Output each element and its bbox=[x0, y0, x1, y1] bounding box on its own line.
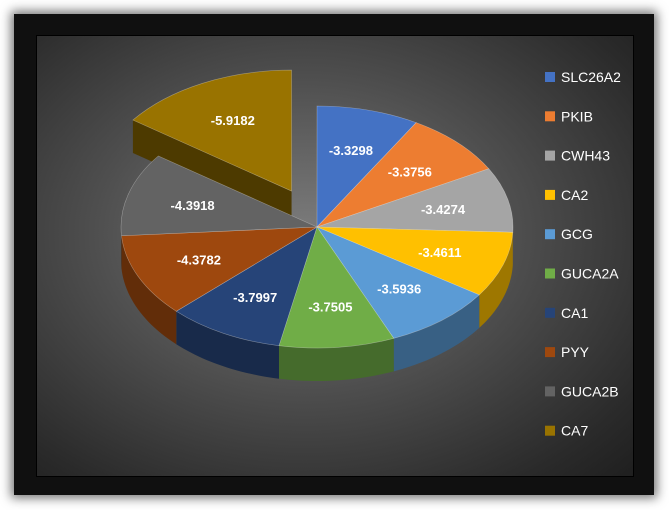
slice-side-ca2 bbox=[479, 232, 513, 328]
pie-chart: -3.3298 -3.3756 -3.4274 -3.4611 -3.5936 -3.75… bbox=[120, 69, 621, 439]
data-label-cwh43: -3.4274 bbox=[421, 202, 466, 217]
legend-label-gcg: GCG bbox=[561, 226, 593, 242]
data-label-ca2: -3.4611 bbox=[418, 245, 461, 260]
legend-label-ca2: CA2 bbox=[561, 187, 588, 203]
legend-swatch-guca2b bbox=[545, 386, 555, 397]
legend-swatch-guca2a bbox=[545, 268, 555, 279]
slice-ca2 bbox=[316, 226, 514, 296]
slice-side-ca1 bbox=[176, 311, 279, 379]
legend-label-cwh43: CWH43 bbox=[561, 148, 610, 164]
legend-swatch-pyy bbox=[545, 347, 555, 358]
data-label-guca2a: -3.7505 bbox=[308, 299, 352, 314]
slice-side-gcg bbox=[393, 294, 480, 372]
legend-swatch-ca1 bbox=[545, 307, 555, 318]
slice-gcg bbox=[316, 226, 480, 339]
legend: SLC26A2 PKIB CWH43 CA2 GCG GUCA2A CA1 PYY GUCA2B… bbox=[545, 69, 621, 439]
slice-cwh43 bbox=[316, 168, 514, 233]
pie-slices bbox=[120, 69, 514, 381]
legend-label-pyy: PYY bbox=[561, 344, 590, 360]
legend-label-slc26a2: SLC26A2 bbox=[561, 69, 621, 85]
slice-guca2a bbox=[278, 226, 395, 349]
data-label-gcg: -3.5936 bbox=[377, 282, 421, 297]
slice-guca2b bbox=[120, 155, 318, 237]
legend-swatch-gcg bbox=[545, 229, 555, 240]
data-labels: -3.3298 -3.3756 -3.4274 -3.4611 -3.5936 -3.75… bbox=[171, 113, 466, 314]
legend-label-ca7: CA7 bbox=[561, 423, 588, 439]
slice-pyy bbox=[121, 226, 318, 312]
data-label-pkib: -3.3756 bbox=[388, 164, 432, 179]
slice-pkib bbox=[316, 122, 490, 228]
data-label-ca1: -3.7997 bbox=[233, 290, 277, 305]
legend-label-guca2b: GUCA2B bbox=[561, 383, 619, 399]
legend-swatch-pkib bbox=[545, 111, 555, 122]
legend-swatch-cwh43 bbox=[545, 150, 555, 161]
slice-side-guca2b bbox=[121, 227, 122, 269]
data-label-guca2b: -4.3918 bbox=[171, 198, 215, 213]
chart-frame: -3.3298 -3.3756 -3.4274 -3.4611 -3.5936 -3.75… bbox=[14, 14, 654, 495]
data-label-ca7: -5.9182 bbox=[211, 113, 255, 128]
legend-swatch-slc26a2 bbox=[545, 72, 555, 82]
slice-ca7 bbox=[132, 69, 292, 192]
slice-side-guca2a bbox=[278, 338, 394, 381]
slice-ca1 bbox=[175, 226, 318, 347]
legend-swatch-ca2 bbox=[545, 189, 555, 200]
data-label-pyy: -4.3782 bbox=[177, 253, 221, 268]
data-label-slc26a2: -3.3298 bbox=[329, 143, 373, 158]
legend-label-ca1: CA1 bbox=[561, 305, 588, 321]
slice-side-pyy bbox=[121, 235, 177, 345]
slice-slc26a2 bbox=[316, 105, 417, 228]
chart-area: -3.3298 -3.3756 -3.4274 -3.4611 -3.5936 -3.75… bbox=[36, 35, 634, 477]
legend-swatch-ca7 bbox=[545, 425, 555, 436]
legend-label-guca2a: GUCA2A bbox=[561, 266, 619, 282]
legend-label-pkib: PKIB bbox=[561, 108, 593, 124]
